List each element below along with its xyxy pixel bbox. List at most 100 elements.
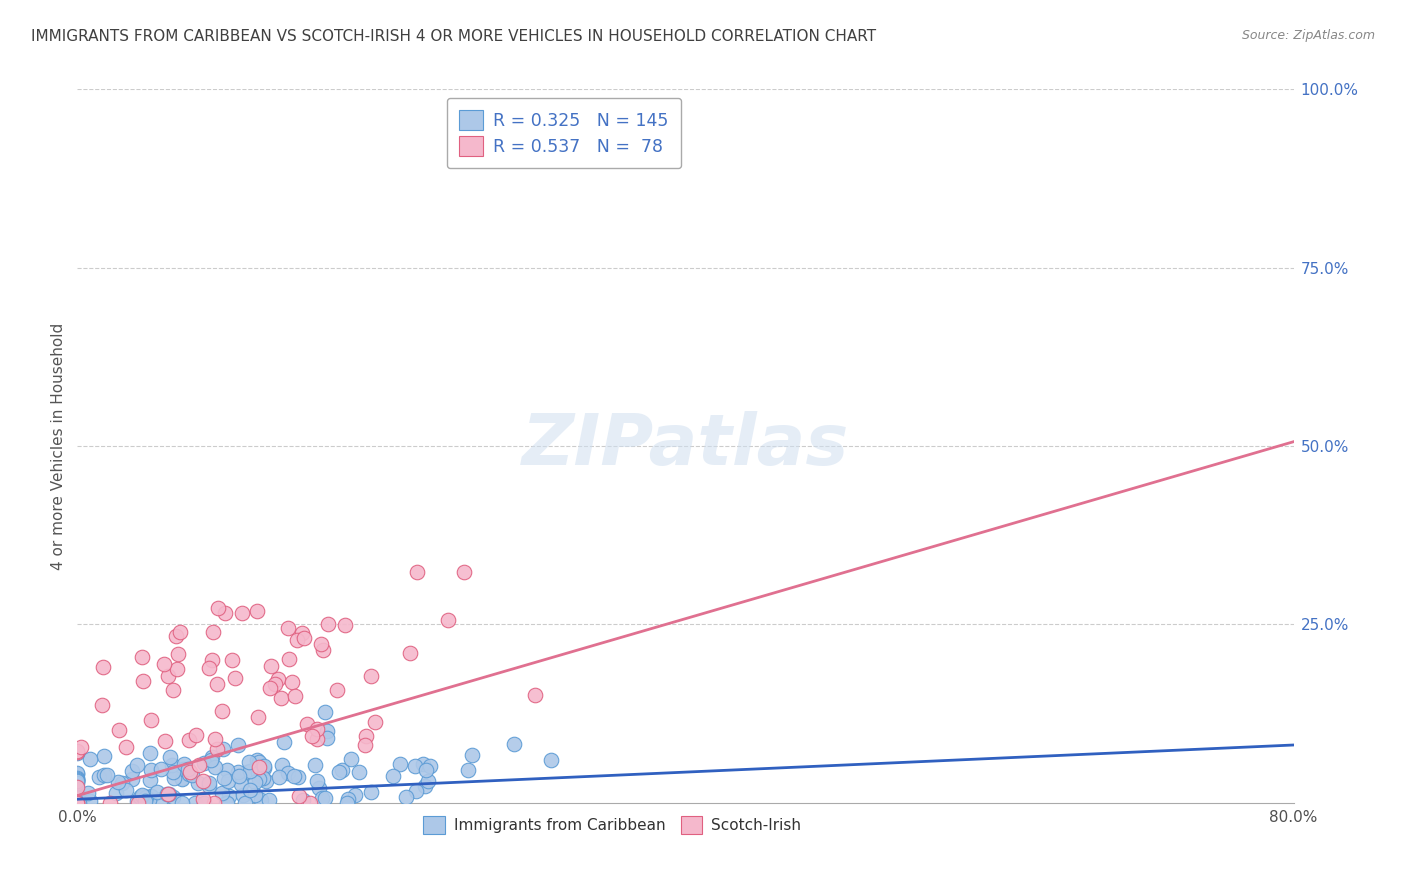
Point [162,764,184,779]
Point [405,784,427,798]
Point [328,765,350,780]
Point [233,796,256,810]
Point [311,790,333,805]
Point [215,796,238,810]
Point [79,793,101,807]
Point [239,764,262,779]
Point [108,723,131,737]
Point [315,723,337,738]
Point [66,744,89,758]
Point [179,733,201,747]
Point [245,789,267,803]
Point [121,772,143,786]
Point [212,771,235,785]
Point [121,764,143,778]
Point [212,742,235,756]
Point [98,796,121,810]
Point [204,760,226,774]
Point [193,796,215,810]
Point [457,764,479,778]
Point [344,788,367,802]
Point [186,728,208,742]
Point [141,714,163,728]
Point [66,790,89,805]
Point [138,793,160,807]
Point [301,729,323,743]
Point [243,774,266,789]
Point [226,738,249,752]
Point [288,789,311,804]
Y-axis label: 4 or more Vehicles in Household: 4 or more Vehicles in Household [51,322,66,570]
Point [287,633,309,648]
Point [307,731,329,746]
Point [169,624,191,639]
Point [238,756,260,770]
Point [107,775,129,789]
Point [66,766,89,780]
Legend: Immigrants from Caribbean, Scotch-Irish: Immigrants from Caribbean, Scotch-Irish [416,809,808,841]
Point [179,764,201,779]
Point [166,662,188,676]
Point [297,716,319,731]
Point [66,796,89,810]
Point [145,785,167,799]
Point [264,677,287,691]
Point [193,756,215,770]
Point [139,773,162,788]
Point [305,722,328,736]
Point [66,796,89,810]
Point [336,796,359,810]
Point [66,772,89,787]
Point [110,775,132,789]
Point [418,773,440,788]
Point [211,786,233,800]
Point [198,661,221,675]
Point [267,672,290,686]
Point [125,758,148,772]
Point [315,731,337,745]
Point [177,763,200,777]
Point [172,772,194,786]
Point [89,770,111,784]
Point [298,796,321,810]
Point [201,750,224,764]
Point [437,613,460,627]
Point [93,749,115,764]
Point [202,796,225,810]
Point [193,774,215,789]
Point [326,683,349,698]
Point [66,774,89,789]
Point [232,788,254,802]
Point [249,755,271,769]
Point [172,771,194,785]
Point [253,761,276,775]
Point [347,764,370,779]
Point [149,762,172,776]
Point [217,763,239,777]
Point [277,766,299,780]
Point [221,653,243,667]
Point [205,676,228,690]
Point [66,767,89,781]
Point [200,753,222,767]
Point [191,792,214,806]
Text: Source: ZipAtlas.com: Source: ZipAtlas.com [1241,29,1375,42]
Point [399,646,422,660]
Point [96,768,118,782]
Point [415,764,437,778]
Point [170,796,193,810]
Point [77,786,100,800]
Point [66,773,89,788]
Point [131,789,153,803]
Point [304,758,326,772]
Point [291,626,314,640]
Point [260,659,283,673]
Point [419,759,441,773]
Point [540,753,562,767]
Point [356,729,378,743]
Point [66,794,89,808]
Point [309,637,332,651]
Point [128,790,150,805]
Point [360,785,382,799]
Point [316,616,339,631]
